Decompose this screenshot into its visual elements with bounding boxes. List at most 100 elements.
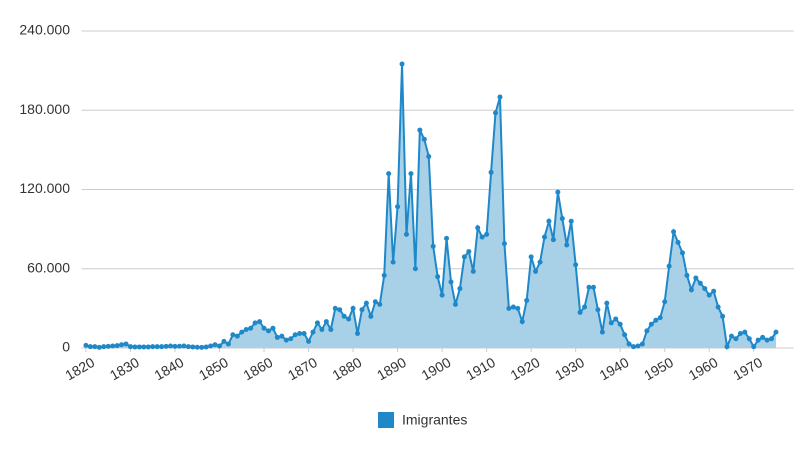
x-tick-label: 1930 <box>552 354 587 384</box>
data-point <box>470 268 476 274</box>
data-point <box>724 344 730 350</box>
data-point <box>586 284 592 290</box>
x-tick-label: 1900 <box>418 354 453 384</box>
data-point <box>697 280 703 286</box>
data-point <box>457 286 463 292</box>
data-point <box>194 344 200 350</box>
data-point <box>199 344 205 350</box>
data-point <box>702 286 708 292</box>
data-point <box>154 344 160 350</box>
data-point <box>657 315 663 321</box>
data-point <box>666 263 672 269</box>
data-point <box>760 334 766 340</box>
data-point <box>671 229 677 235</box>
data-point <box>564 242 570 248</box>
data-point <box>150 344 156 350</box>
data-point <box>159 344 165 350</box>
x-tick-label: 1880 <box>329 354 364 384</box>
data-point <box>448 279 454 285</box>
data-point <box>541 234 547 240</box>
legend-label: Imigrantes <box>402 412 467 428</box>
data-point <box>675 239 681 245</box>
data-point <box>595 307 601 313</box>
data-point <box>145 344 151 350</box>
data-point <box>261 325 267 331</box>
data-point <box>497 94 503 100</box>
data-point <box>622 332 628 338</box>
data-point <box>83 342 89 348</box>
data-point <box>631 344 637 350</box>
data-point <box>337 307 343 313</box>
data-point <box>728 333 734 339</box>
x-tick-label: 1820 <box>62 354 97 384</box>
data-point <box>283 337 289 343</box>
data-point <box>372 299 378 305</box>
data-point <box>92 344 98 350</box>
data-point <box>488 169 494 175</box>
data-point <box>613 316 619 322</box>
data-point <box>751 344 757 350</box>
y-tick-label: 0 <box>62 339 70 355</box>
data-point <box>225 341 231 347</box>
data-point <box>332 305 338 311</box>
x-tick-label: 1950 <box>641 354 676 384</box>
data-point <box>363 300 369 306</box>
data-point <box>412 266 418 272</box>
data-point <box>479 234 485 240</box>
data-point <box>101 344 107 350</box>
data-point <box>110 343 116 349</box>
data-point <box>288 336 294 342</box>
data-point <box>555 189 561 195</box>
data-point <box>355 330 361 336</box>
data-point <box>568 218 574 224</box>
data-point <box>252 320 258 326</box>
data-point <box>590 284 596 290</box>
data-point <box>452 301 458 307</box>
data-point <box>737 330 743 336</box>
data-point <box>319 327 325 333</box>
data-point <box>123 341 129 347</box>
data-point <box>684 272 690 278</box>
data-point <box>163 343 169 349</box>
data-point <box>265 328 271 334</box>
y-tick-label: 240.000 <box>19 22 70 38</box>
data-point <box>297 330 303 336</box>
data-point <box>599 329 605 335</box>
data-point <box>96 344 102 350</box>
data-point <box>181 343 187 349</box>
data-point <box>417 127 423 133</box>
data-point <box>381 272 387 278</box>
data-point <box>573 262 579 268</box>
data-point <box>132 344 138 350</box>
data-point <box>524 297 530 303</box>
data-point <box>208 343 214 349</box>
data-point <box>604 300 610 306</box>
data-point <box>742 329 748 335</box>
data-point <box>190 344 196 350</box>
data-point <box>105 343 111 349</box>
data-point <box>306 338 312 344</box>
data-point <box>408 171 414 177</box>
data-point <box>773 329 779 335</box>
data-point <box>515 305 521 311</box>
data-point <box>537 259 543 265</box>
x-tick-label: 1960 <box>686 354 721 384</box>
data-point <box>635 343 641 349</box>
data-point <box>546 218 552 224</box>
data-point <box>662 299 668 305</box>
data-point <box>301 330 307 336</box>
data-point <box>234 333 240 339</box>
y-tick-label: 60.000 <box>27 259 70 275</box>
data-point <box>141 344 147 350</box>
data-point <box>626 341 632 347</box>
data-point <box>168 343 174 349</box>
data-point <box>172 343 178 349</box>
data-point <box>217 343 223 349</box>
data-point <box>203 344 209 350</box>
data-point <box>720 313 726 319</box>
data-point <box>617 321 623 327</box>
data-point <box>270 325 276 331</box>
data-point <box>390 259 396 265</box>
data-point <box>444 235 450 241</box>
data-point <box>430 243 436 249</box>
